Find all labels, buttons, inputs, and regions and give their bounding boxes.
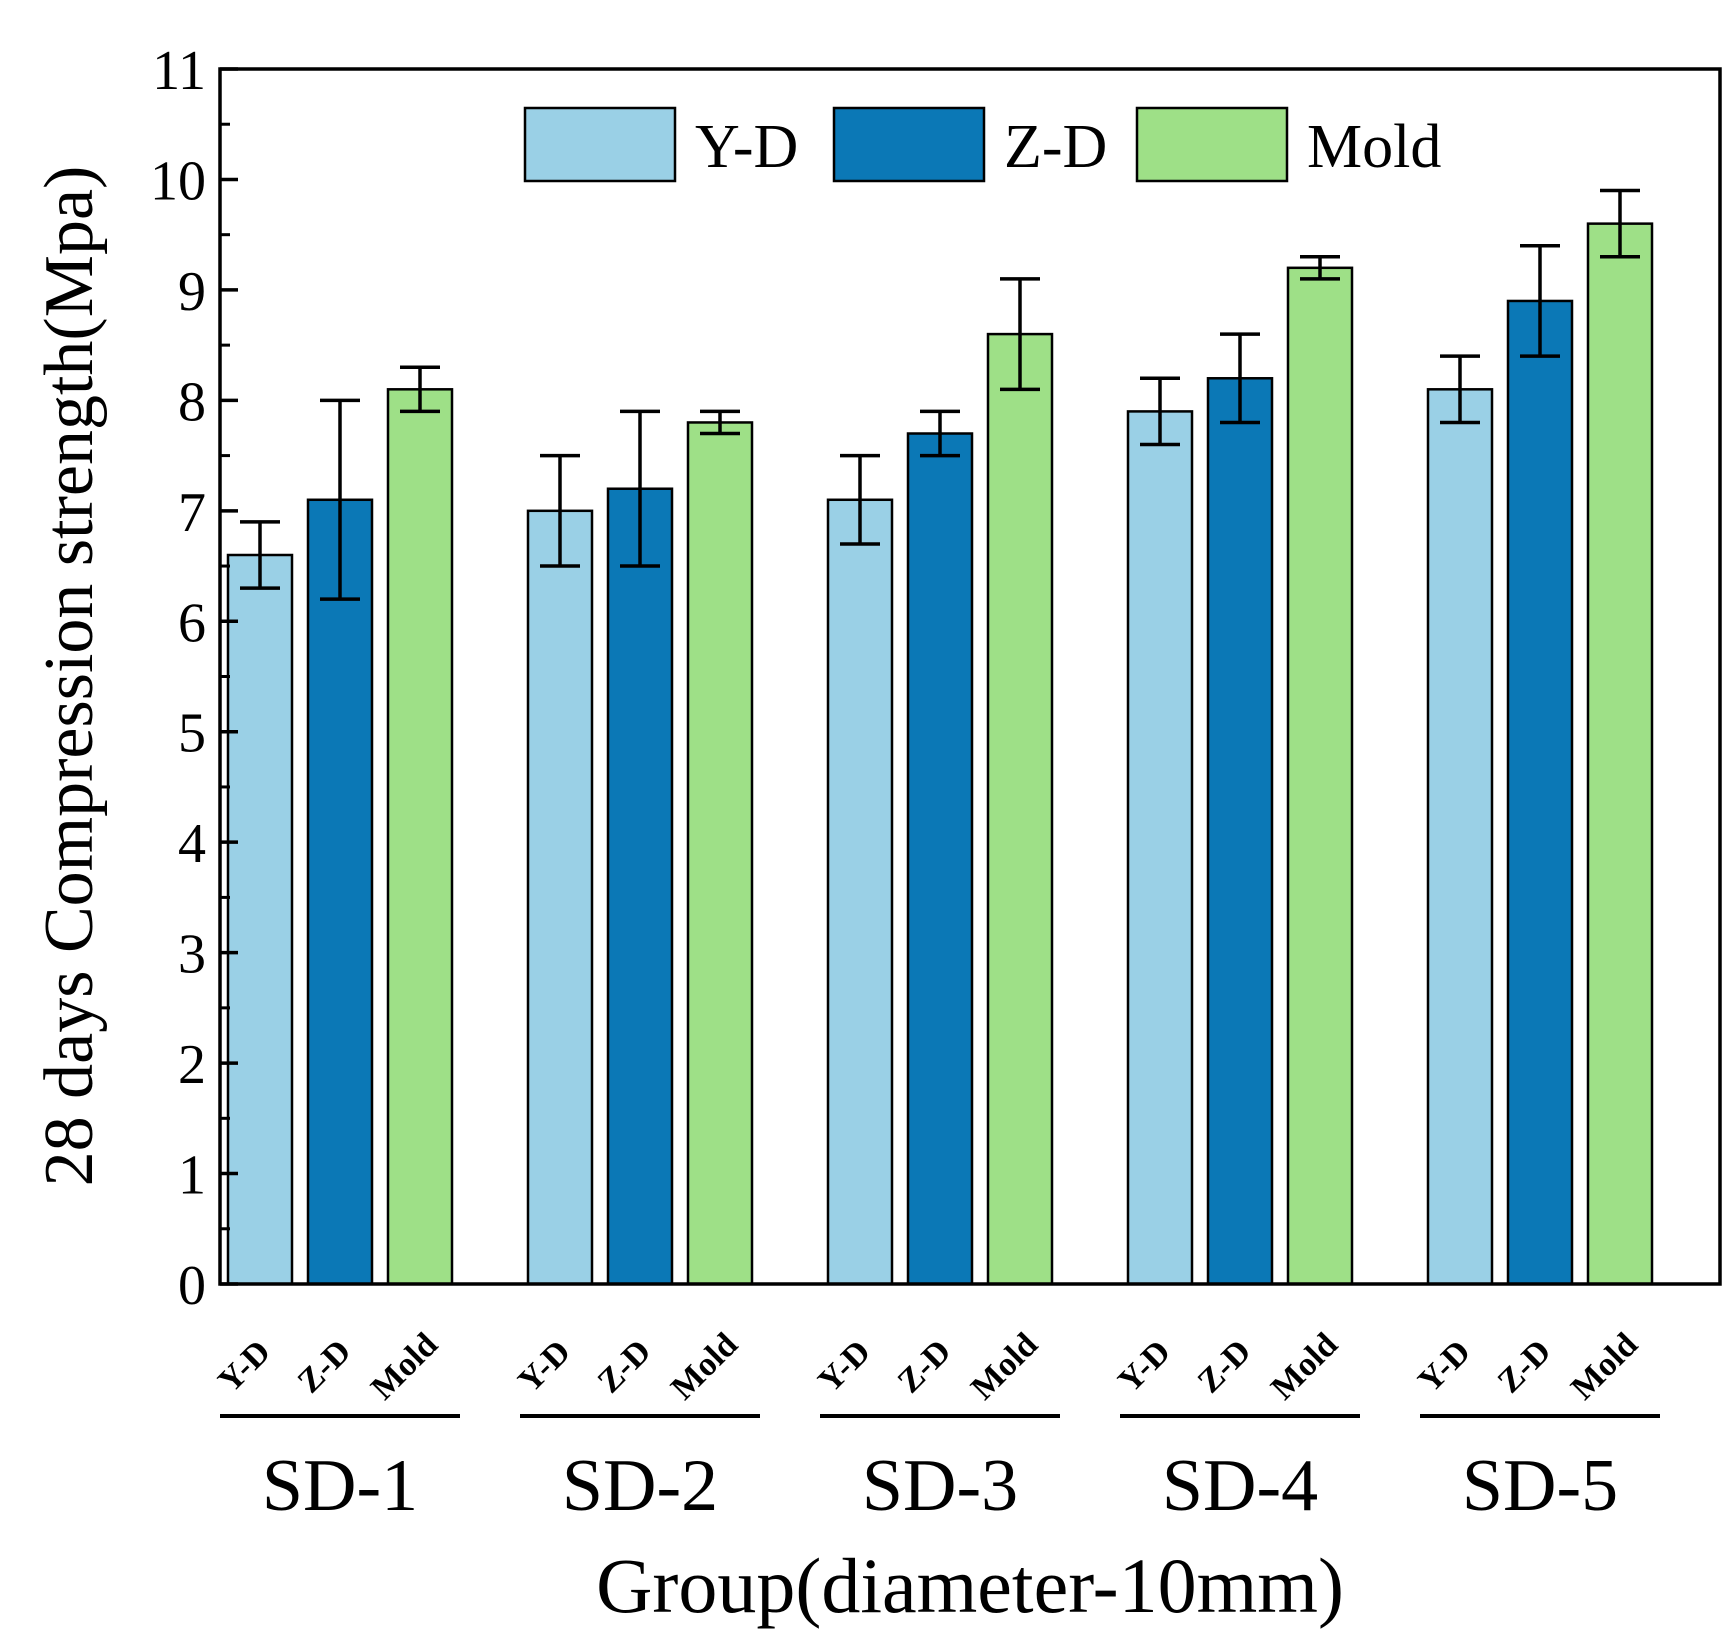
group-label-sd-4: SD-4 <box>1162 1445 1318 1527</box>
legend-label-z-d: Z-D <box>1004 113 1107 181</box>
bar-mold-sd-2 <box>686 421 754 1286</box>
bar-mold-sd-3 <box>986 332 1054 1286</box>
bar-y-d-sd-3 <box>826 498 894 1286</box>
bar-z-d-sd-2 <box>606 487 674 1286</box>
group-label-sd-3: SD-3 <box>862 1445 1018 1527</box>
x-sublabel-y-d: Y-D <box>811 1333 878 1400</box>
legend-label-mold: Mold <box>1307 113 1441 181</box>
group-label-sd-1: SD-1 <box>262 1445 418 1527</box>
error-bar-z-d-sd-3 <box>920 409 960 458</box>
x-sublabel-z-d: Z-D <box>891 1333 959 1401</box>
y-axis: 0 1 2 3 4 5 6 7 8 9 10 11 <box>150 40 238 1317</box>
bar-y-d-sd-2 <box>526 509 594 1286</box>
y-tick-label: 0 <box>178 1255 206 1317</box>
legend-swatch-y-d <box>523 106 677 183</box>
x-sublabel-z-d: Z-D <box>591 1333 659 1401</box>
error-bar-y-d-sd-2 <box>540 453 580 568</box>
bar-z-d-sd-1 <box>306 498 374 1286</box>
error-bar-mold-sd-1 <box>400 365 440 414</box>
x-sublabel-z-d: Z-D <box>291 1333 359 1401</box>
bar-mold-sd-4 <box>1286 266 1354 1286</box>
y-tick-label: 4 <box>178 813 206 875</box>
error-bar-z-d-sd-1 <box>320 398 360 601</box>
bar-mold-sd-5 <box>1586 222 1654 1286</box>
error-bar-y-d-sd-3 <box>840 453 880 546</box>
bar-y-d-sd-1 <box>226 553 294 1286</box>
y-tick-label: 1 <box>178 1145 206 1207</box>
bar-mold-sd-1 <box>386 388 454 1286</box>
error-bar-z-d-sd-5 <box>1520 243 1560 358</box>
y-tick-label: 5 <box>178 703 206 765</box>
bar-y-d-sd-4 <box>1126 410 1194 1286</box>
y-tick-label: 3 <box>178 924 206 986</box>
y-tick-label: 2 <box>178 1034 206 1096</box>
error-bar-mold-sd-5 <box>1600 188 1640 259</box>
y-tick-label: 8 <box>178 371 206 433</box>
bar-z-d-sd-3 <box>906 432 974 1286</box>
error-bar-z-d-sd-2 <box>620 409 660 568</box>
bar-z-d-sd-5 <box>1506 299 1574 1286</box>
group-label-sd-2: SD-2 <box>562 1445 718 1527</box>
legend-label-y-d: Y-D <box>695 113 798 181</box>
group-label-sd-5: SD-5 <box>1462 1445 1618 1527</box>
bar-y-d-sd-5 <box>1426 388 1494 1286</box>
legend: Y-D Z-D Mold <box>523 106 1441 183</box>
error-bar-mold-sd-2 <box>700 409 740 436</box>
x-sublabel-mold: Mold <box>664 1326 745 1407</box>
y-tick-label: 11 <box>152 40 206 102</box>
x-sublabel-mold: Mold <box>1264 1326 1345 1407</box>
error-bar-y-d-sd-4 <box>1140 376 1180 447</box>
x-sublabel-z-d: Z-D <box>1491 1333 1559 1401</box>
y-tick-label: 10 <box>150 150 206 212</box>
error-bars-layer <box>240 188 1640 601</box>
error-bar-mold-sd-3 <box>1000 277 1040 392</box>
x-sublabel-mold: Mold <box>964 1326 1045 1407</box>
error-bar-y-d-sd-1 <box>240 520 280 590</box>
x-sublabel-y-d: Y-D <box>1111 1333 1178 1400</box>
error-bar-y-d-sd-5 <box>1440 354 1480 425</box>
legend-swatch-z-d <box>832 106 986 183</box>
x-sublabel-z-d: Z-D <box>1191 1333 1259 1401</box>
bar-z-d-sd-4 <box>1206 377 1274 1286</box>
y-axis-title: 28 days Compression strength(Mpa) <box>31 166 108 1187</box>
x-sublabel-y-d: Y-D <box>1411 1333 1478 1400</box>
y-tick-label: 9 <box>178 261 206 323</box>
x-sublabel-mold: Mold <box>1564 1326 1645 1407</box>
x-axis-title: Group(diameter-10mm) <box>596 1542 1344 1629</box>
x-sublabel-mold: Mold <box>364 1326 445 1407</box>
error-bar-z-d-sd-4 <box>1220 332 1260 425</box>
y-tick-label: 7 <box>178 482 206 544</box>
x-sublabel-y-d: Y-D <box>211 1333 278 1400</box>
x-sublabel-y-d: Y-D <box>511 1333 578 1400</box>
error-bar-mold-sd-4 <box>1300 255 1340 281</box>
bars-layer <box>226 222 1654 1286</box>
legend-swatch-mold <box>1135 106 1289 183</box>
y-tick-label: 6 <box>178 592 206 654</box>
